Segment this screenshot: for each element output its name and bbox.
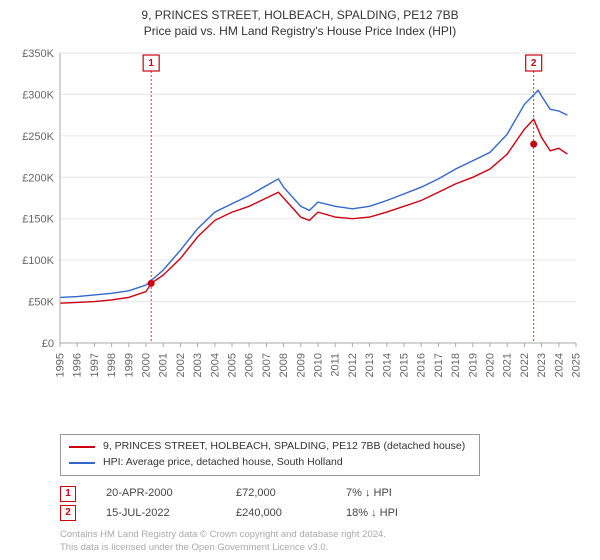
svg-text:2024: 2024: [553, 353, 565, 377]
legend-label: 9, PRINCES STREET, HOLBEACH, SPALDING, P…: [103, 439, 465, 455]
chart-svg: £0 £50K £100K £150K £200K £250K £300K £350K 1995…: [12, 45, 588, 385]
marker-details-table: 1 20-APR-2000 £72,000 7% ↓ HPI 2 15-JUL-…: [60, 484, 588, 524]
svg-text:2023: 2023: [536, 353, 548, 377]
marker-row: 2 15-JUL-2022 £240,000 18% ↓ HPI: [60, 504, 588, 524]
svg-text:2015: 2015: [399, 353, 411, 377]
chart-titles: 9, PRINCES STREET, HOLBEACH, SPALDING, P…: [12, 8, 588, 39]
svg-text:1999: 1999: [123, 353, 135, 377]
attribution-line: This data is licensed under the Open Gov…: [60, 542, 588, 554]
marker-row: 1 20-APR-2000 £72,000 7% ↓ HPI: [60, 484, 588, 504]
svg-text:1998: 1998: [106, 353, 118, 377]
svg-text:£0: £0: [42, 338, 54, 350]
svg-text:2011: 2011: [330, 353, 342, 377]
svg-text:2005: 2005: [227, 353, 239, 377]
chart-container: 9, PRINCES STREET, HOLBEACH, SPALDING, P…: [0, 0, 600, 560]
svg-text:£350K: £350K: [22, 48, 54, 60]
legend-row: HPI: Average price, detached house, Sout…: [69, 455, 471, 471]
svg-text:2012: 2012: [347, 353, 359, 377]
legend-swatch: [69, 446, 95, 448]
attribution: Contains HM Land Registry data © Crown c…: [60, 529, 588, 554]
svg-text:£100K: £100K: [22, 255, 54, 267]
marker-pct: 7% ↓ HPI: [346, 484, 446, 504]
attribution-line: Contains HM Land Registry data © Crown c…: [60, 529, 588, 541]
marker-id-box: 2: [60, 505, 76, 521]
svg-text:£50K: £50K: [28, 297, 54, 309]
marker-id-box: 1: [60, 486, 76, 502]
marker-date: 20-APR-2000: [106, 484, 206, 504]
svg-text:£200K: £200K: [22, 172, 54, 184]
legend-swatch: [69, 462, 95, 464]
svg-text:2002: 2002: [175, 353, 187, 377]
svg-text:2003: 2003: [192, 353, 204, 377]
legend: 9, PRINCES STREET, HOLBEACH, SPALDING, P…: [60, 434, 480, 476]
svg-text:2017: 2017: [433, 353, 445, 377]
svg-text:2004: 2004: [209, 353, 221, 377]
svg-text:1995: 1995: [55, 353, 67, 377]
svg-text:2010: 2010: [313, 353, 325, 377]
svg-text:2014: 2014: [381, 353, 393, 377]
svg-text:2016: 2016: [416, 353, 428, 377]
svg-text:2006: 2006: [244, 353, 256, 377]
marker-date: 15-JUL-2022: [106, 504, 206, 524]
svg-text:2022: 2022: [519, 353, 531, 377]
marker-pct: 18% ↓ HPI: [346, 504, 446, 524]
svg-text:2019: 2019: [467, 353, 479, 377]
svg-text:2001: 2001: [158, 353, 170, 377]
marker-price: £240,000: [236, 504, 316, 524]
svg-text:2000: 2000: [141, 353, 153, 377]
svg-text:2021: 2021: [502, 353, 514, 377]
title-address: 9, PRINCES STREET, HOLBEACH, SPALDING, P…: [12, 8, 588, 24]
svg-text:1996: 1996: [72, 353, 84, 377]
svg-text:£300K: £300K: [22, 90, 54, 102]
chart-plot: £0 £50K £100K £150K £200K £250K £300K £350K 1995…: [12, 45, 588, 428]
svg-text:2020: 2020: [485, 353, 497, 377]
svg-text:£250K: £250K: [22, 131, 54, 143]
svg-text:2013: 2013: [364, 353, 376, 377]
svg-text:2018: 2018: [450, 353, 462, 377]
marker-price: £72,000: [236, 484, 316, 504]
svg-text:2: 2: [531, 58, 537, 69]
legend-row: 9, PRINCES STREET, HOLBEACH, SPALDING, P…: [69, 439, 471, 455]
svg-text:1: 1: [148, 58, 154, 69]
svg-text:2009: 2009: [295, 353, 307, 377]
svg-text:2008: 2008: [278, 353, 290, 377]
svg-text:2007: 2007: [261, 353, 273, 377]
title-subtitle: Price paid vs. HM Land Registry's House …: [12, 24, 588, 40]
svg-text:£150K: £150K: [22, 214, 54, 226]
legend-label: HPI: Average price, detached house, Sout…: [103, 455, 343, 471]
svg-text:1997: 1997: [89, 353, 101, 377]
svg-text:2025: 2025: [571, 353, 583, 377]
